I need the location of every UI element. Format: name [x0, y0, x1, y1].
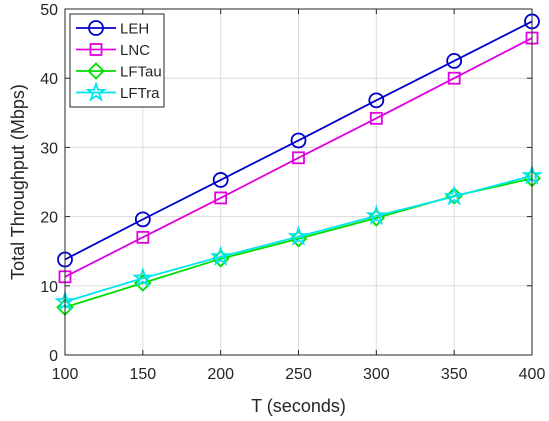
- series-layer: [54, 13, 543, 317]
- ticks: 100 150 200 250 300 350 400 0 10 20 30 40 50: [40, 2, 545, 383]
- data-point: [292, 151, 305, 165]
- data-point: [134, 211, 151, 228]
- x-tick-label: 150: [129, 366, 156, 383]
- data-point: [365, 204, 388, 225]
- x-tick-label: 300: [363, 366, 390, 383]
- x-tick-label: 400: [519, 366, 546, 383]
- y-tick-label: 40: [40, 71, 58, 88]
- data-point: [209, 245, 232, 266]
- legend-item: LNC: [76, 42, 150, 59]
- series-line: [64, 20, 533, 261]
- legend-label: LFTra: [120, 85, 160, 102]
- data-point: [443, 185, 465, 206]
- x-tick-label: 100: [52, 366, 79, 383]
- data-point: [446, 53, 463, 69]
- x-tick-label: 350: [441, 366, 468, 383]
- data-point: [290, 132, 307, 149]
- data-point: [368, 92, 385, 109]
- y-tick-label: 30: [40, 140, 58, 157]
- legend-label: LFTau: [120, 64, 162, 81]
- legend-label: LEH: [120, 21, 149, 38]
- x-tick-label: 200: [207, 366, 234, 383]
- legend: LEH LNC LFTau LFTra: [69, 13, 165, 108]
- data-point: [447, 71, 461, 85]
- legend-item: LEH: [76, 20, 149, 38]
- legend-swatch-marker: [89, 43, 103, 56]
- data-point: [136, 230, 150, 244]
- data-point: [369, 111, 383, 125]
- legend-item: LFTra: [76, 81, 160, 102]
- data-point: [214, 191, 228, 205]
- legend-item: LFTau: [76, 62, 162, 81]
- y-tick-label: 50: [40, 2, 58, 19]
- y-tick-label: 10: [40, 279, 58, 296]
- data-point: [132, 266, 154, 288]
- legend-swatch-marker: [88, 20, 104, 36]
- y-tick-label: 0: [49, 348, 58, 365]
- y-tick-label: 20: [40, 210, 58, 227]
- y-axis-label: Total Throughput (Mbps): [8, 84, 28, 280]
- x-axis-label: T (seconds): [251, 396, 346, 416]
- series-line: [64, 174, 533, 303]
- legend-label: LNC: [120, 42, 150, 59]
- data-point: [287, 225, 310, 246]
- legend-box: [69, 13, 165, 108]
- series-line: [64, 37, 533, 278]
- legend-swatch-marker: [85, 81, 107, 102]
- legend-swatch-marker: [87, 62, 105, 80]
- data-point: [212, 172, 229, 188]
- x-tick-label: 250: [285, 366, 312, 383]
